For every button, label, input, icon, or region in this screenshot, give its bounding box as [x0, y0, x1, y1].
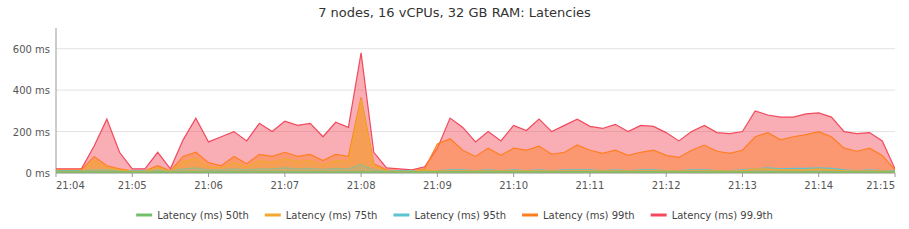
legend-swatch [265, 214, 281, 217]
legend-item: Latency (ms) 99.9th [651, 210, 773, 221]
x-tick [742, 173, 743, 177]
legend-item: Latency (ms) 99th [522, 210, 635, 221]
x-tick [895, 173, 896, 177]
legend-item: Latency (ms) 50th [136, 210, 249, 221]
x-tick-label: 21:09 [423, 180, 452, 191]
x-tick-label: 21:05 [118, 180, 147, 191]
x-tick-label: 21:11 [575, 180, 604, 191]
line [56, 99, 895, 171]
x-tick-label: 21:12 [652, 180, 681, 191]
x-tick-label: 21:15 [866, 180, 895, 191]
legend-label: Latency (ms) 50th [157, 210, 249, 221]
x-tick [56, 173, 57, 177]
legend-item: Latency (ms) 95th [393, 210, 506, 221]
x-tick-label: 21:10 [499, 180, 528, 191]
y-tick-label: 200 ms [13, 127, 50, 138]
area [56, 97, 895, 173]
x-tick [208, 173, 209, 177]
x-tick [818, 173, 819, 177]
y-axis-line [56, 28, 57, 173]
line [56, 171, 895, 172]
y-tick-label: 400 ms [13, 85, 50, 96]
legend: Latency (ms) 50th Latency (ms) 75th Latenc… [136, 210, 773, 221]
legend-swatch [651, 214, 667, 217]
x-tick-label: 21:04 [56, 180, 85, 191]
x-axis: 21:04 21:05 21:06 21:07 21:08 21:09 21:10 21:11… [56, 173, 895, 191]
grid-line [56, 48, 895, 49]
marks [56, 53, 895, 173]
x-tick [437, 173, 438, 177]
legend-label: Latency (ms) 99.9th [672, 210, 773, 221]
x-axis-line [56, 173, 895, 174]
x-tick [513, 173, 514, 177]
y-tick-label: 0 ms [26, 168, 51, 179]
x-tick-label: 21:07 [270, 180, 299, 191]
area [56, 172, 895, 173]
title: 7 nodes, 16 vCPUs, 32 GB RAM: Latencies [318, 5, 591, 20]
grid-line [56, 173, 895, 174]
x-tick-label: 21:13 [728, 180, 757, 191]
x-tick [589, 173, 590, 177]
x-tick-label: 21:14 [804, 180, 833, 191]
legend-swatch [522, 214, 538, 217]
area [56, 99, 895, 173]
area [56, 53, 895, 173]
legend-label: Latency (ms) 99th [543, 210, 635, 221]
grid-line [56, 90, 895, 91]
x-tick-label: 21:06 [194, 180, 223, 191]
legend-label: Latency (ms) 75th [286, 210, 378, 221]
x-tick [666, 173, 667, 177]
y-axis: 0 ms 200 ms 400 ms 600 ms [13, 28, 895, 179]
legend-swatch [393, 214, 409, 217]
x-tick [361, 173, 362, 177]
x-tick-label: 21:08 [347, 180, 376, 191]
legend-swatch [136, 214, 152, 217]
legend-label: Latency (ms) 95th [414, 210, 506, 221]
legend-item: Latency (ms) 75th [265, 210, 378, 221]
x-tick [132, 173, 133, 177]
x-tick [284, 173, 285, 177]
y-tick-label: 600 ms [13, 44, 50, 55]
chart: 7 nodes, 16 vCPUs, 32 GB RAM: Latencies 0… [0, 0, 909, 229]
line [56, 97, 895, 171]
